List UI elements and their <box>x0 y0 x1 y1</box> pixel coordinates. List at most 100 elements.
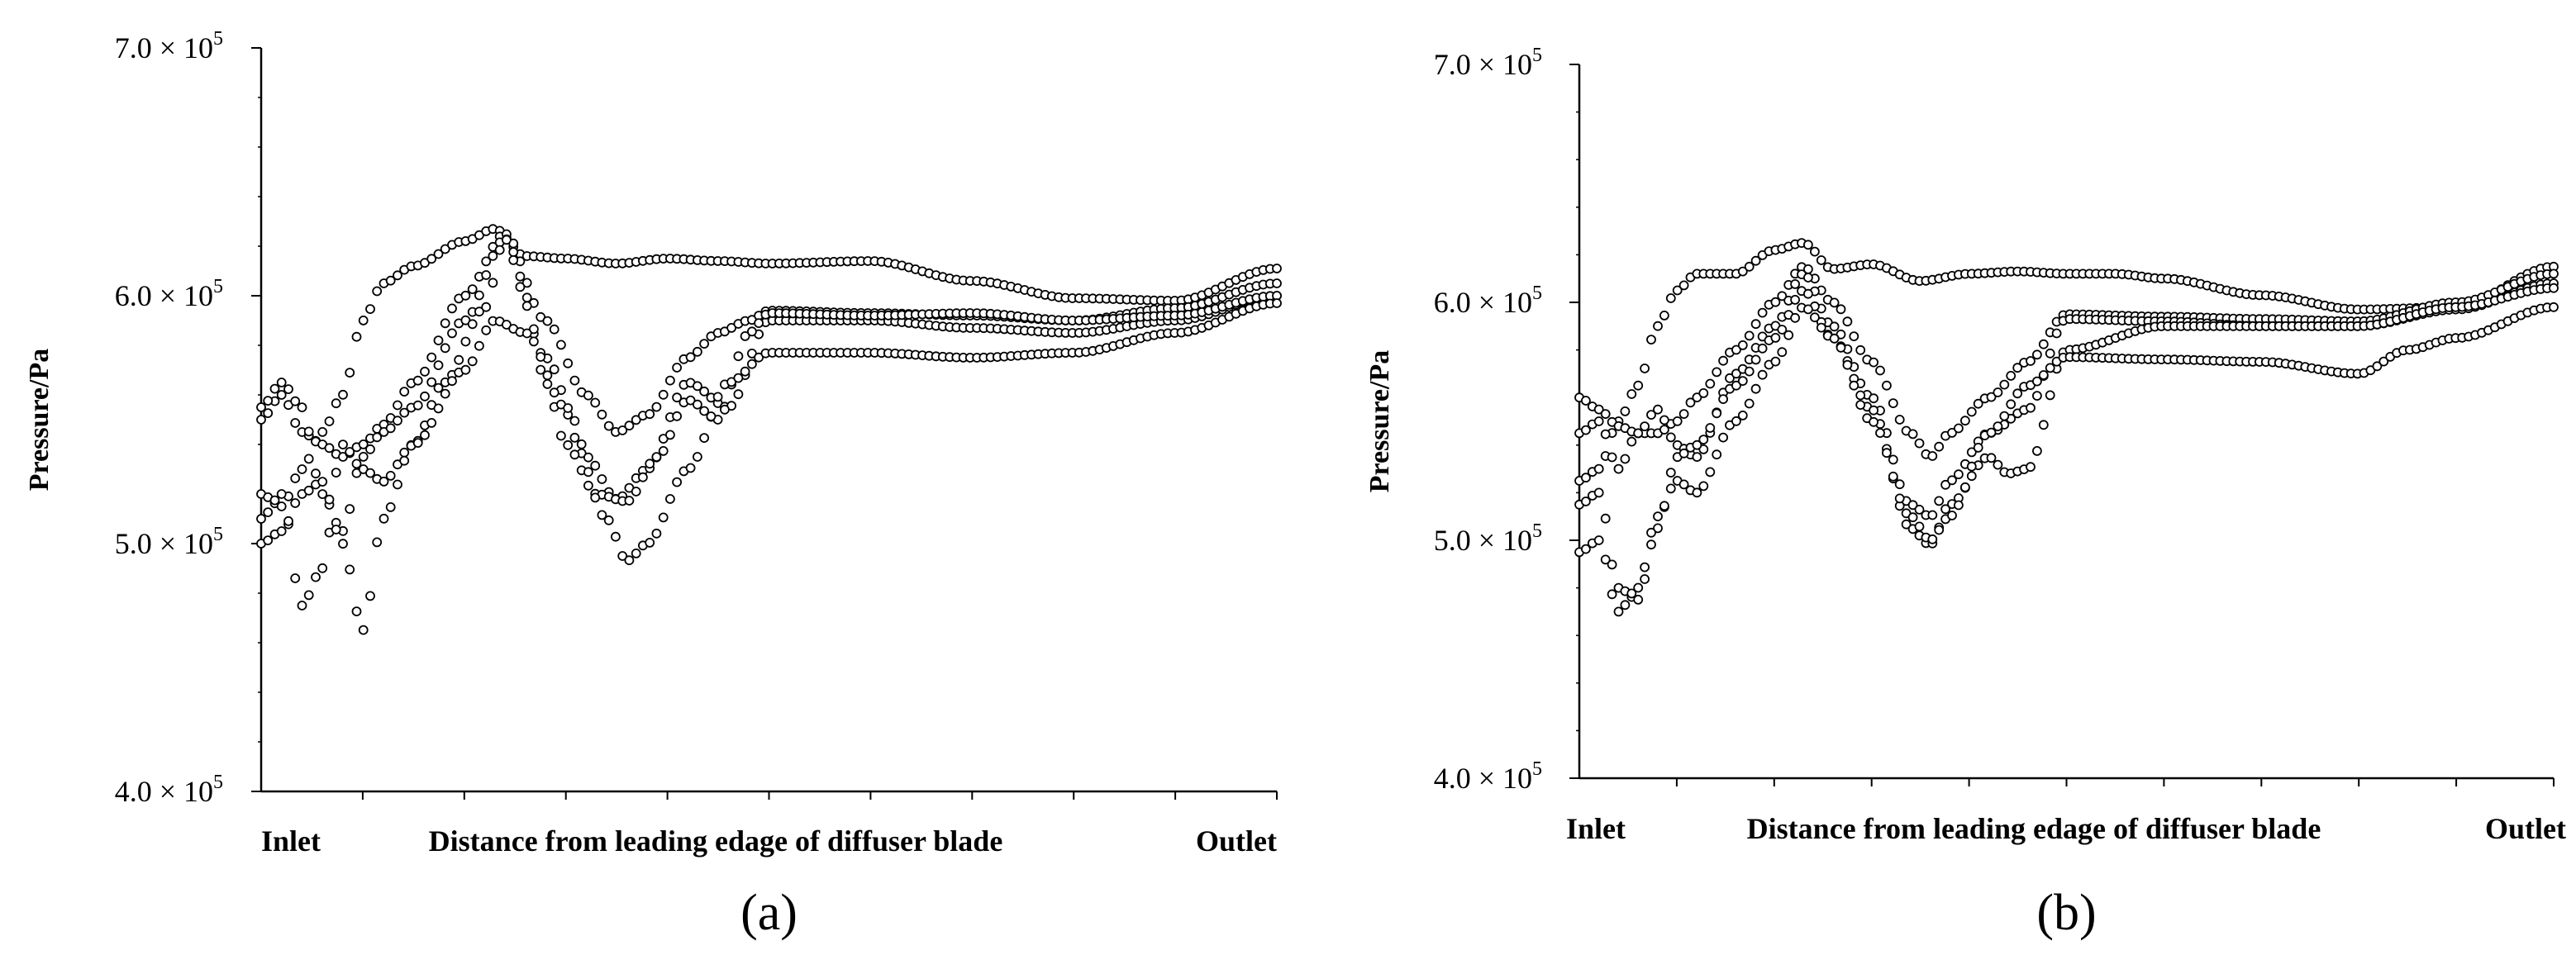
data-point <box>508 247 519 258</box>
data-point <box>2378 356 2389 367</box>
data-point <box>1581 396 1591 406</box>
data-point <box>351 458 362 469</box>
data-point <box>1607 559 1617 570</box>
data-point <box>1836 342 1846 353</box>
data-point <box>1737 410 1748 420</box>
data-point <box>685 352 696 363</box>
panel-label: (b) <box>2036 885 2096 941</box>
data-point <box>1809 246 1820 257</box>
data-point <box>426 254 437 264</box>
data-point <box>1718 432 1729 443</box>
data-point <box>474 306 484 317</box>
y-tick-label-base: 5.0 × 10 <box>1434 524 1532 557</box>
data-point <box>515 271 526 282</box>
data-point <box>706 411 717 421</box>
data-point <box>693 452 702 462</box>
data-point <box>1777 325 1788 335</box>
data-point <box>276 489 287 499</box>
data-point <box>1750 319 1761 330</box>
data-point <box>1692 392 1702 403</box>
data-point <box>2038 339 2049 349</box>
data-point <box>1678 409 1689 420</box>
data-point <box>1966 447 1977 458</box>
data-point <box>331 468 341 477</box>
data-point <box>351 331 362 342</box>
data-point <box>1698 435 1709 444</box>
data-point <box>1659 310 1669 321</box>
data-point <box>1888 454 1898 465</box>
data-point <box>590 397 601 408</box>
data-point <box>1999 411 2010 421</box>
data-point <box>1869 393 1879 404</box>
data-point <box>542 316 553 326</box>
data-point <box>460 290 471 301</box>
data-point <box>1646 410 1656 420</box>
data-point <box>1672 285 1683 296</box>
data-point <box>631 415 641 425</box>
y-tick-label-exponent: 5 <box>1532 758 1542 780</box>
data-point <box>2031 391 2042 401</box>
data-point <box>563 439 574 450</box>
data-point <box>1777 347 1788 358</box>
data-point <box>358 439 369 449</box>
data-point <box>1633 428 1644 439</box>
data-point <box>549 324 559 335</box>
data-point <box>1894 415 1905 425</box>
data-point <box>1947 475 1957 486</box>
data-point <box>617 551 628 561</box>
data-point <box>1842 359 1853 370</box>
data-point <box>569 416 580 426</box>
data-point <box>2031 349 2042 360</box>
data-point <box>1802 304 1813 315</box>
y-tick-label: 6.0 × 105 <box>115 276 223 312</box>
data-point <box>1999 379 2010 390</box>
data-point <box>1731 368 1741 379</box>
data-point <box>1705 378 1716 389</box>
data-point <box>358 625 369 635</box>
data-point <box>481 256 492 267</box>
data-point <box>303 590 314 601</box>
data-point <box>651 528 662 539</box>
data-point <box>276 526 287 536</box>
data-point <box>1927 451 1938 461</box>
data-point <box>754 318 764 329</box>
data-point <box>467 356 478 367</box>
data-point <box>693 346 702 357</box>
y-tick-label: 6.0 × 105 <box>1434 283 1542 319</box>
data-point <box>597 510 607 520</box>
series-1 <box>1574 238 2559 486</box>
data-point <box>651 401 662 412</box>
data-point <box>1620 406 1631 416</box>
y-tick-label: 7.0 × 105 <box>115 28 223 64</box>
data-point <box>263 408 274 419</box>
data-point <box>440 343 450 354</box>
data-point <box>624 420 635 431</box>
data-point <box>283 384 293 395</box>
data-point <box>1888 398 1898 409</box>
data-point <box>1692 452 1702 462</box>
data-point <box>1947 511 1957 520</box>
data-point <box>393 270 402 281</box>
data-point <box>529 336 539 347</box>
data-point <box>665 430 675 440</box>
data-point <box>1966 471 1977 482</box>
data-point <box>1986 392 1997 402</box>
y-axis-label: Pressure/Pa <box>1364 350 1395 493</box>
data-point <box>2031 376 2042 387</box>
data-point <box>365 591 375 601</box>
data-point <box>638 472 648 482</box>
y-tick-label-exponent: 5 <box>213 772 223 793</box>
y-tick-label-base: 5.0 × 10 <box>115 527 213 560</box>
data-point <box>1993 387 2003 397</box>
y-tick-label-exponent: 5 <box>1532 283 1542 304</box>
data-point <box>345 447 355 457</box>
data-point <box>460 336 471 347</box>
data-point <box>2026 356 2036 366</box>
data-point <box>1272 298 1282 308</box>
data-point <box>754 352 764 363</box>
data-point <box>1653 511 1663 521</box>
data-point <box>311 468 321 479</box>
data-point <box>297 464 307 474</box>
data-point <box>1842 316 1853 327</box>
data-point <box>685 463 696 473</box>
